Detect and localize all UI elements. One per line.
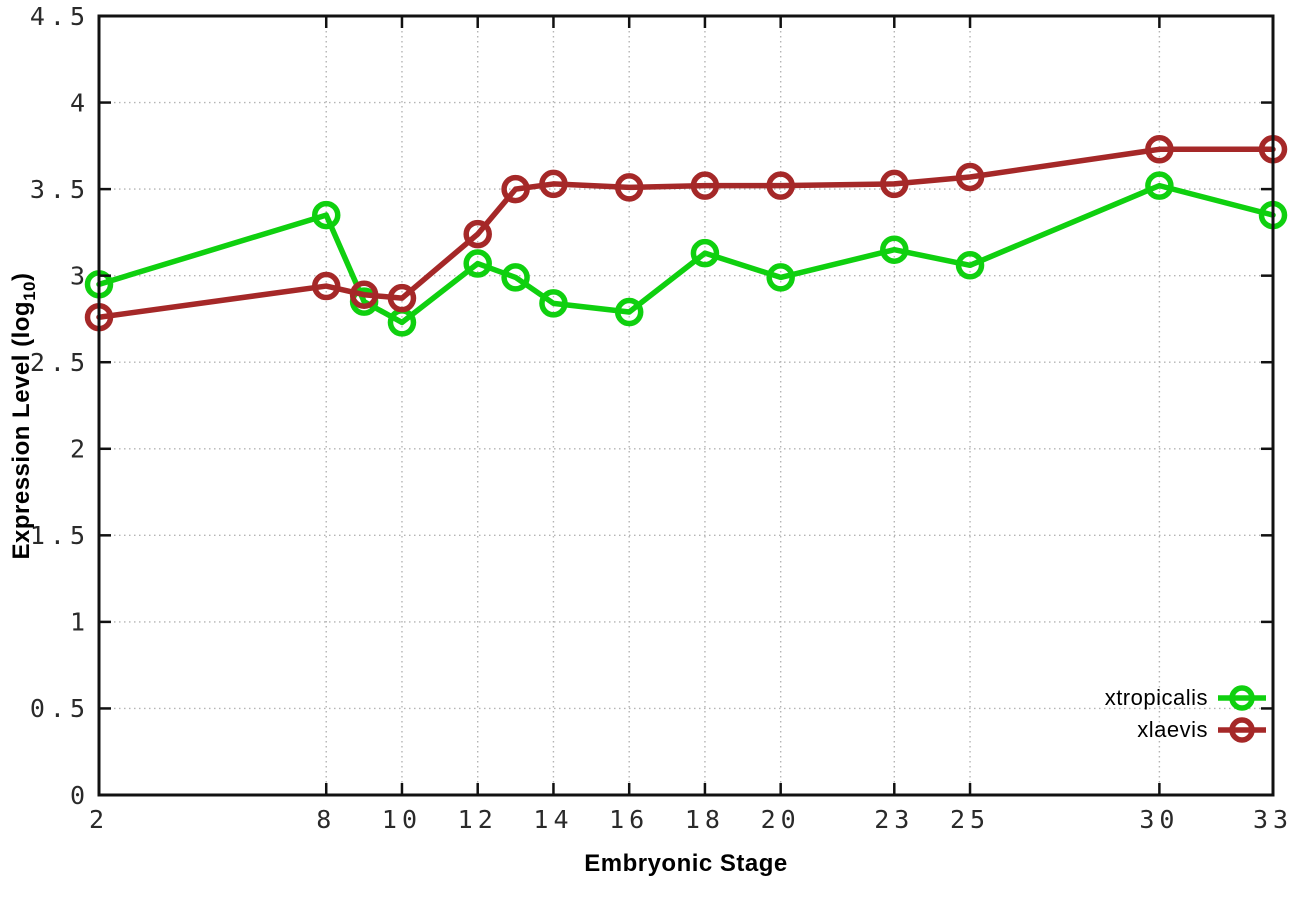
x-tick-label-33: 33 <box>1253 805 1293 834</box>
data-point-xtropicalis-stage-20 <box>766 263 795 292</box>
data-point-xlaevis-stage-14 <box>539 169 568 199</box>
y-tick-label-4: 4 <box>70 88 90 117</box>
y-tick-label-3: 3 <box>70 261 90 290</box>
data-point-xtropicalis-stage-12 <box>463 249 492 278</box>
x-tick-label-14: 14 <box>533 805 573 834</box>
data-point-xtropicalis-stage-16 <box>614 297 644 327</box>
y-tick-label-4.5: 4.5 <box>30 2 90 31</box>
y-tick-label-0.5: 0.5 <box>30 694 90 723</box>
y-tick-label-3.5: 3.5 <box>30 175 90 204</box>
legend-label-xtropicalis: xtropicalis <box>1104 685 1208 710</box>
y-axis-title-subscript: 10 <box>20 281 39 301</box>
x-tick-label-12: 12 <box>458 805 498 834</box>
y-tick-labels: 0 0.5 1 1.5 2 2.5 3 3.5 4 4.5 <box>30 2 90 810</box>
data-point-xtropicalis-stage-8 <box>311 200 341 230</box>
legend-item-xlaevis: xlaevis <box>1137 714 1266 746</box>
x-tick-label-20: 20 <box>761 805 801 834</box>
data-point-xlaevis-stage-10 <box>387 283 417 313</box>
data-point-xtropicalis-stage-18 <box>690 238 720 268</box>
data-point-xlaevis-stage-16 <box>614 173 644 202</box>
xtropicalis-line-marker-icon <box>1218 685 1266 711</box>
y-axis-title: Expression Level (log10) <box>2 166 42 666</box>
x-tick-label-23: 23 <box>874 805 914 834</box>
x-tick-label-25: 25 <box>950 805 990 834</box>
y-axis-title-suffix: ) <box>8 272 35 282</box>
data-point-xtropicalis-stage-30 <box>1145 171 1174 200</box>
data-point-xlaevis-stage-18 <box>690 171 720 200</box>
x-tick-label-8: 8 <box>316 805 336 834</box>
tick-marks <box>97 14 1275 797</box>
data-point-xlaevis-stage-23 <box>880 169 909 199</box>
series-xlaevis <box>84 135 1288 332</box>
data-point-xtropicalis-stage-14 <box>539 289 568 318</box>
y-tick-label-1.5: 1.5 <box>30 521 90 550</box>
data-point-xlaevis-stage-25 <box>955 162 985 192</box>
x-axis-title: Embryonic Stage <box>584 850 788 877</box>
y-axis-title-text: Expression Level (log <box>8 300 35 560</box>
y-tick-label-0: 0 <box>70 781 90 810</box>
y-tick-label-2.5: 2.5 <box>30 348 90 377</box>
data-point-xtropicalis-stage-23 <box>880 235 909 264</box>
plot-border <box>97 14 1275 797</box>
x-tick-label-2: 2 <box>89 805 109 834</box>
legend-item-xtropicalis: xtropicalis <box>1105 682 1266 714</box>
data-point-xlaevis-stage-30 <box>1145 135 1174 164</box>
gridlines <box>98 15 1274 796</box>
data-point-xlaevis-stage-20 <box>766 171 795 200</box>
xlaevis-line-marker-icon <box>1218 717 1266 743</box>
y-tick-label-1: 1 <box>70 608 90 637</box>
data-point-xlaevis-stage-8 <box>311 271 341 301</box>
x-tick-labels: 2 8 10 12 14 16 18 20 23 25 30 33 <box>89 805 1293 834</box>
data-point-xtropicalis-stage-13 <box>501 263 530 292</box>
legend-label-xlaevis: xlaevis <box>1137 717 1208 742</box>
series-xtropicalis <box>84 171 1288 337</box>
legend: xtropicalis xlaevis <box>1105 682 1266 746</box>
data-point-xtropicalis-stage-25 <box>955 251 985 280</box>
y-tick-label-2: 2 <box>70 435 90 464</box>
data-point-xlaevis-stage-13 <box>501 174 530 204</box>
x-tick-label-30: 30 <box>1139 805 1179 834</box>
data-point-xlaevis-stage-12 <box>463 219 492 249</box>
x-tick-label-16: 16 <box>609 805 649 834</box>
x-tick-label-10: 10 <box>382 805 422 834</box>
data-point-xlaevis-stage-9 <box>349 280 379 309</box>
x-tick-label-18: 18 <box>685 805 725 834</box>
